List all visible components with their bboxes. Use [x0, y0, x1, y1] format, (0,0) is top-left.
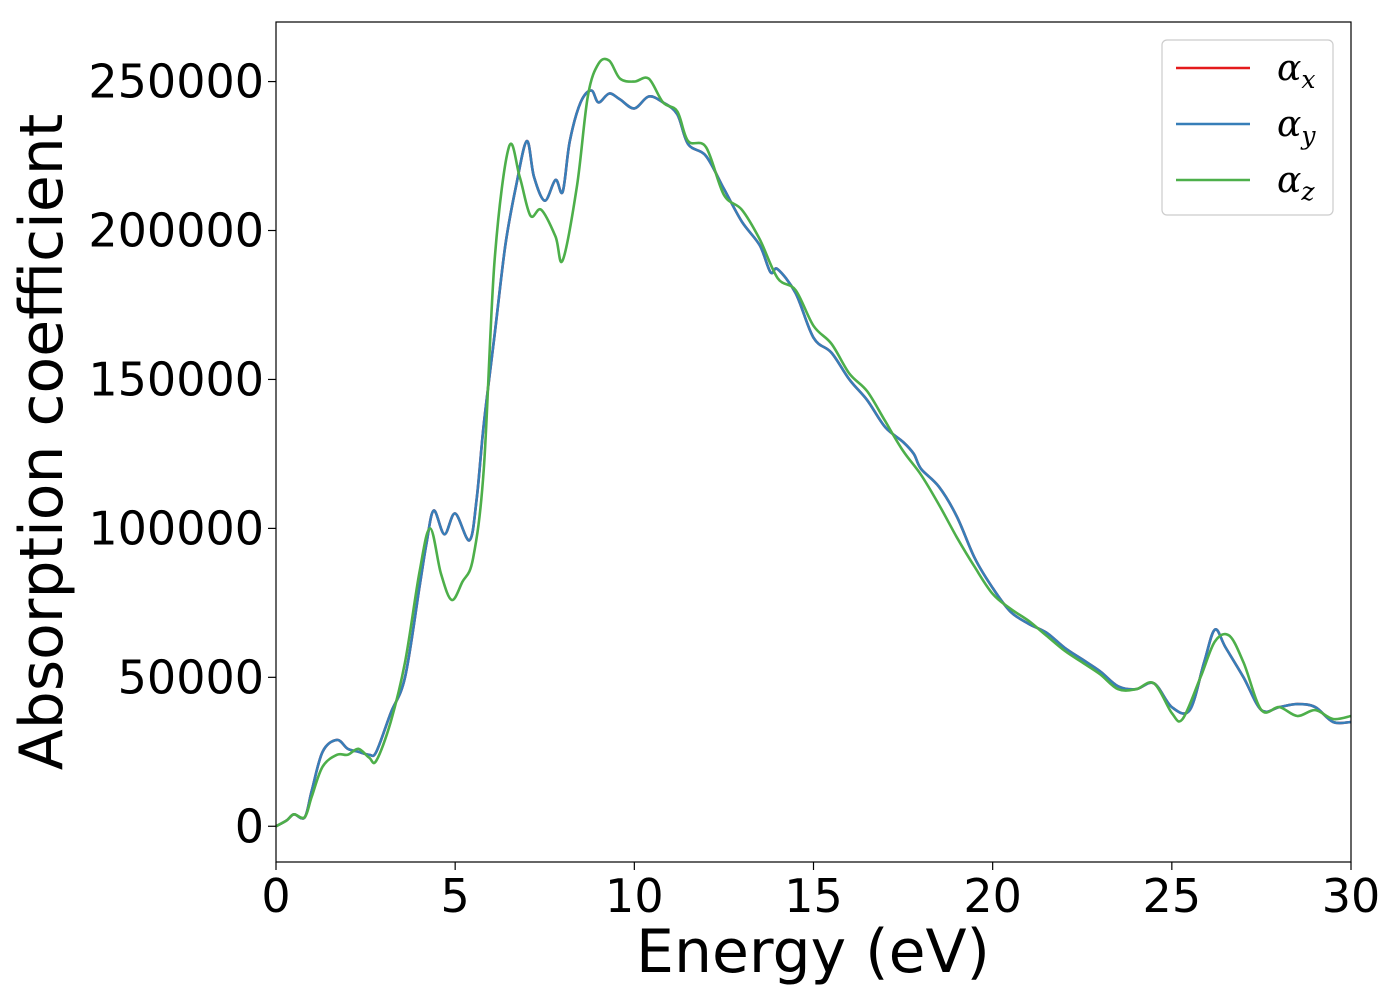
y-tick-label: 200000 — [88, 204, 264, 258]
series-line-alpha-z — [275, 57, 1352, 828]
y-tick-label: 150000 — [88, 352, 264, 406]
x-tick-label: 30 — [1322, 869, 1381, 923]
x-tick-label: 0 — [261, 869, 290, 923]
y-tick-label: 50000 — [118, 650, 264, 704]
x-axis-label: Energy (eV) — [636, 917, 990, 987]
x-axis: 0 5 10 15 20 25 30 — [261, 862, 1380, 923]
legend-box — [1161, 39, 1334, 216]
y-tick-label: 0 — [235, 799, 264, 853]
y-axis: 0 50000 100000 150000 200000 250000 — [88, 55, 276, 853]
x-tick-label: 10 — [605, 869, 664, 923]
x-tick-label: 25 — [1143, 869, 1202, 923]
x-tick-label: 20 — [963, 869, 1022, 923]
x-tick-label: 5 — [441, 869, 470, 923]
y-axis-label: Absorption coefficient — [7, 114, 77, 771]
y-tick-label: 100000 — [88, 501, 264, 555]
x-tick-label: 15 — [784, 869, 843, 923]
y-tick-label: 250000 — [88, 55, 264, 109]
series-layer — [275, 57, 1352, 828]
